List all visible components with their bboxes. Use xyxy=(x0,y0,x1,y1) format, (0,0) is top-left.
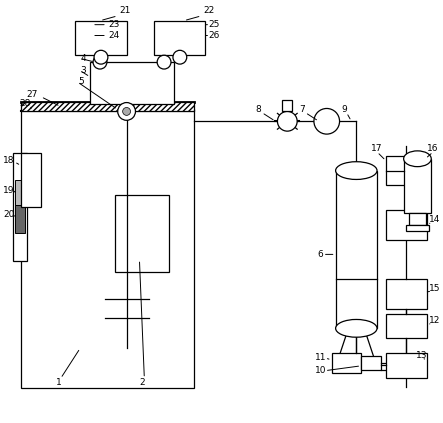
Circle shape xyxy=(314,108,339,134)
Ellipse shape xyxy=(336,319,377,337)
Text: 15: 15 xyxy=(429,284,441,294)
Text: 22: 22 xyxy=(203,6,215,15)
Circle shape xyxy=(94,50,108,64)
Text: 16: 16 xyxy=(427,144,439,154)
Circle shape xyxy=(173,50,187,64)
Text: 12: 12 xyxy=(429,316,441,325)
Bar xyxy=(21,110,194,388)
Bar xyxy=(15,181,25,205)
Text: 10: 10 xyxy=(315,366,326,375)
Bar xyxy=(115,195,169,272)
Text: 23: 23 xyxy=(108,20,119,29)
Bar xyxy=(361,356,381,370)
Text: 1: 1 xyxy=(56,378,62,387)
Bar xyxy=(332,353,361,373)
Text: 6: 6 xyxy=(317,250,323,259)
Text: 3: 3 xyxy=(80,66,86,74)
Bar xyxy=(154,21,206,55)
Bar xyxy=(386,353,427,378)
Circle shape xyxy=(157,55,171,69)
Text: 19: 19 xyxy=(4,186,15,195)
Text: 25: 25 xyxy=(208,20,220,29)
Text: 2: 2 xyxy=(140,378,145,387)
Bar xyxy=(21,153,41,207)
Text: 14: 14 xyxy=(429,215,441,224)
Bar xyxy=(408,213,426,225)
Bar xyxy=(13,153,27,261)
Text: 8: 8 xyxy=(256,105,261,114)
Bar xyxy=(75,21,127,55)
Bar xyxy=(336,170,377,328)
Text: 13: 13 xyxy=(416,352,427,360)
Bar xyxy=(386,313,427,338)
Text: 11: 11 xyxy=(315,353,326,363)
Bar xyxy=(15,205,25,233)
Text: 27: 27 xyxy=(26,90,37,99)
Text: 18: 18 xyxy=(4,156,15,165)
Text: 24: 24 xyxy=(108,31,119,40)
Bar xyxy=(386,279,427,309)
Bar xyxy=(386,156,427,185)
Text: 9: 9 xyxy=(342,105,347,114)
Bar xyxy=(386,210,427,239)
Text: 7: 7 xyxy=(299,105,305,114)
Circle shape xyxy=(277,111,297,131)
Bar xyxy=(282,99,292,111)
Text: 21: 21 xyxy=(120,6,131,15)
Text: 20: 20 xyxy=(4,211,15,220)
Circle shape xyxy=(93,55,107,69)
Ellipse shape xyxy=(404,151,431,167)
Text: 28: 28 xyxy=(19,99,31,108)
Bar xyxy=(404,159,431,213)
Text: 17: 17 xyxy=(371,144,383,154)
Circle shape xyxy=(123,107,131,115)
Ellipse shape xyxy=(336,162,377,179)
Text: 5: 5 xyxy=(78,77,84,86)
Bar xyxy=(406,225,429,231)
Bar xyxy=(21,102,194,111)
Text: 26: 26 xyxy=(208,31,220,40)
Circle shape xyxy=(118,102,136,120)
Bar xyxy=(90,62,174,104)
Text: 4: 4 xyxy=(80,54,86,63)
